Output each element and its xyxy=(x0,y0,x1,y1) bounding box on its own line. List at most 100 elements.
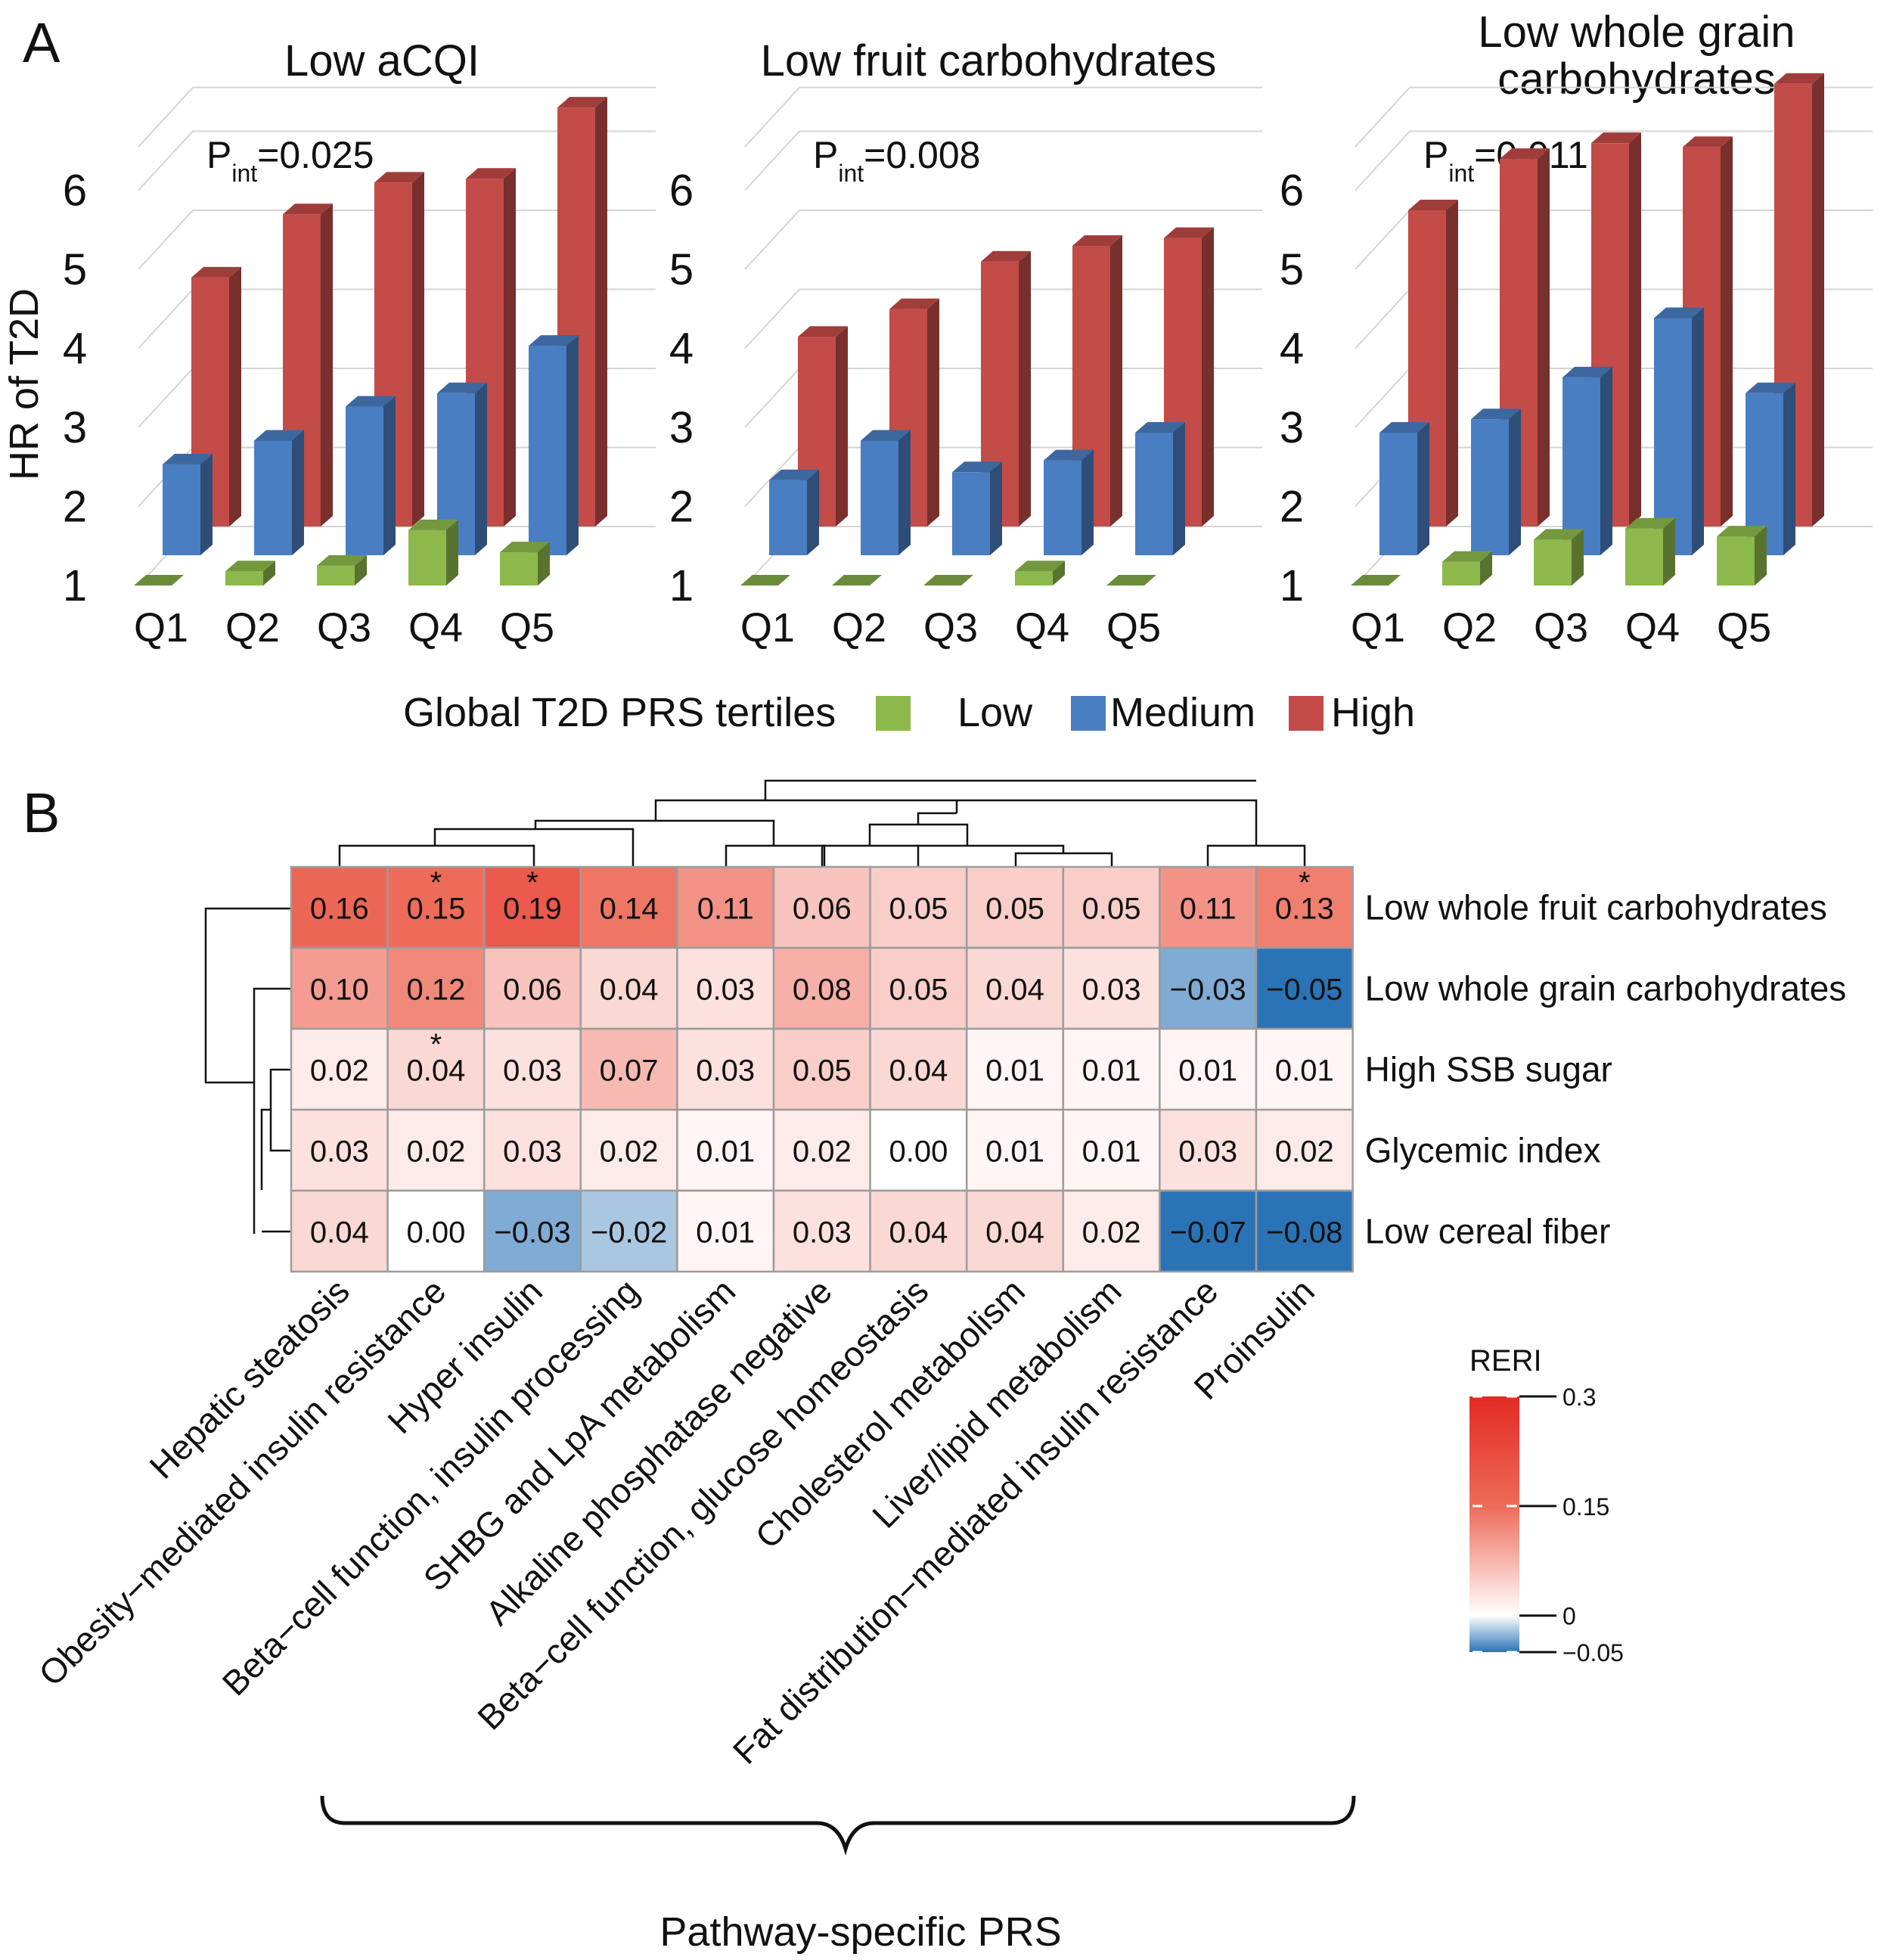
cell-value: 0.03 xyxy=(1082,974,1141,1007)
y-tick-label: 3 xyxy=(63,403,87,452)
bar-side xyxy=(1019,250,1031,526)
cell-fill xyxy=(1255,1027,1354,1111)
bar-top xyxy=(1135,422,1185,433)
bar-side xyxy=(200,453,213,555)
cell-value: 0.15 xyxy=(406,893,465,926)
y-tick-label: 4 xyxy=(63,325,87,374)
heatmap-cell: 0.04 xyxy=(869,1189,968,1273)
x-tick-label: Q3 xyxy=(317,605,371,651)
bar-low-q1 xyxy=(740,575,790,586)
bar-medium-q4 xyxy=(1654,307,1704,555)
bar-side xyxy=(898,430,911,555)
bar-medium-q3 xyxy=(952,461,1002,555)
bar-side xyxy=(1783,382,1795,555)
bar-low-q2 xyxy=(225,561,275,586)
bar-side xyxy=(1110,235,1122,526)
x-tick-label: Q2 xyxy=(832,605,886,651)
bar-front xyxy=(769,480,807,555)
bar-side xyxy=(475,382,487,555)
bar-top xyxy=(981,250,1031,262)
bar-top xyxy=(346,396,396,407)
bar-top xyxy=(1015,561,1065,572)
cell-value: 0.03 xyxy=(1178,1135,1237,1169)
bar-front xyxy=(952,472,990,555)
bar-side xyxy=(538,542,550,586)
bar-top xyxy=(466,168,516,179)
bar-front xyxy=(529,346,566,555)
heatmap-cell: 0.05 xyxy=(772,1027,871,1111)
cell-fill xyxy=(483,1189,582,1273)
cell-fill xyxy=(290,1108,389,1192)
cell-fill xyxy=(1062,865,1161,949)
cell-value: 0.12 xyxy=(406,974,465,1007)
cell-value: −0.03 xyxy=(1170,974,1246,1007)
cell-value: 0.04 xyxy=(889,1055,948,1088)
colorbar-tick-label: 0.3 xyxy=(1563,1384,1596,1411)
heatmap-cell: 0.04 xyxy=(579,946,678,1030)
y-tick-label: 4 xyxy=(669,325,694,374)
cell-value: 0.03 xyxy=(310,1135,369,1169)
gridline xyxy=(138,130,656,191)
bracket-label: Pathway-specific PRS xyxy=(659,1909,1061,1955)
heatmap-cell: 0.06 xyxy=(483,946,582,1030)
cell-fill xyxy=(386,1027,486,1111)
bar-side xyxy=(229,266,241,526)
column-dendrogram xyxy=(338,779,1306,867)
cell-value: 0.05 xyxy=(1082,893,1141,926)
x-tick-label: Q1 xyxy=(134,605,188,651)
row-dendrogram xyxy=(204,907,291,1234)
bar-side xyxy=(1446,200,1458,526)
heatmap-cell: 0.04 xyxy=(965,1189,1065,1273)
bar-top xyxy=(769,469,819,480)
y-tick-label: 5 xyxy=(669,245,694,294)
bar-front xyxy=(408,530,446,586)
heatmap-cell: 0.01 xyxy=(1255,1027,1354,1111)
cell-value: 0.00 xyxy=(406,1216,465,1250)
heatmap-cell: 0.08 xyxy=(772,946,871,1030)
column-label: Beta−cell function, glucose homeostasis xyxy=(470,1271,936,1737)
heatmap-cell: −0.03 xyxy=(483,1189,582,1273)
bar-low-q5 xyxy=(500,542,550,586)
bar-top xyxy=(163,453,213,464)
bar-side xyxy=(927,298,939,526)
heatmap-cell: 0.04 xyxy=(965,946,1065,1030)
bar-side xyxy=(1509,408,1521,555)
x-tick-label: Q3 xyxy=(1534,605,1588,651)
cell-fill xyxy=(483,1108,582,1192)
colorbar-gradient xyxy=(1469,1396,1519,1652)
bar-front xyxy=(225,571,263,586)
gridline xyxy=(744,130,1262,191)
bar-front xyxy=(317,565,355,586)
bar-top xyxy=(254,430,304,441)
colorbar-tick-label: 0.15 xyxy=(1563,1493,1609,1520)
bar-front xyxy=(1534,539,1572,586)
cell-fill xyxy=(483,946,582,1030)
heatmap-cell: 0.07 xyxy=(579,1027,678,1111)
cell-fill xyxy=(1062,1027,1161,1111)
bar-top xyxy=(557,97,607,108)
bar-side xyxy=(1417,422,1429,555)
significance-marker: * xyxy=(430,866,442,899)
bar-top xyxy=(1654,307,1704,318)
bar-flat xyxy=(134,575,184,586)
bar-side xyxy=(1663,517,1675,586)
cell-value: 0.02 xyxy=(310,1055,369,1088)
cell-value: 0.04 xyxy=(985,1216,1044,1250)
cell-value: −0.02 xyxy=(591,1216,667,1250)
significance-marker: * xyxy=(526,866,538,899)
bar-low-q3 xyxy=(317,554,367,586)
bar-top xyxy=(1683,136,1733,148)
bar-side xyxy=(1572,529,1584,586)
chart-title: Low aCQI xyxy=(284,36,479,85)
significance-marker: * xyxy=(1299,866,1311,899)
gridline xyxy=(744,210,1262,270)
heatmap-cell: 0.01 xyxy=(1062,1108,1161,1192)
legend-title: Global T2D PRS tertiles xyxy=(403,690,836,735)
bar-top xyxy=(1408,200,1458,210)
significance-marker: * xyxy=(430,1028,442,1061)
cell-fill xyxy=(965,1108,1065,1192)
bar-side xyxy=(446,519,458,586)
chart-title-line: carbohydrates xyxy=(1497,54,1776,104)
bar-flat xyxy=(832,575,882,586)
